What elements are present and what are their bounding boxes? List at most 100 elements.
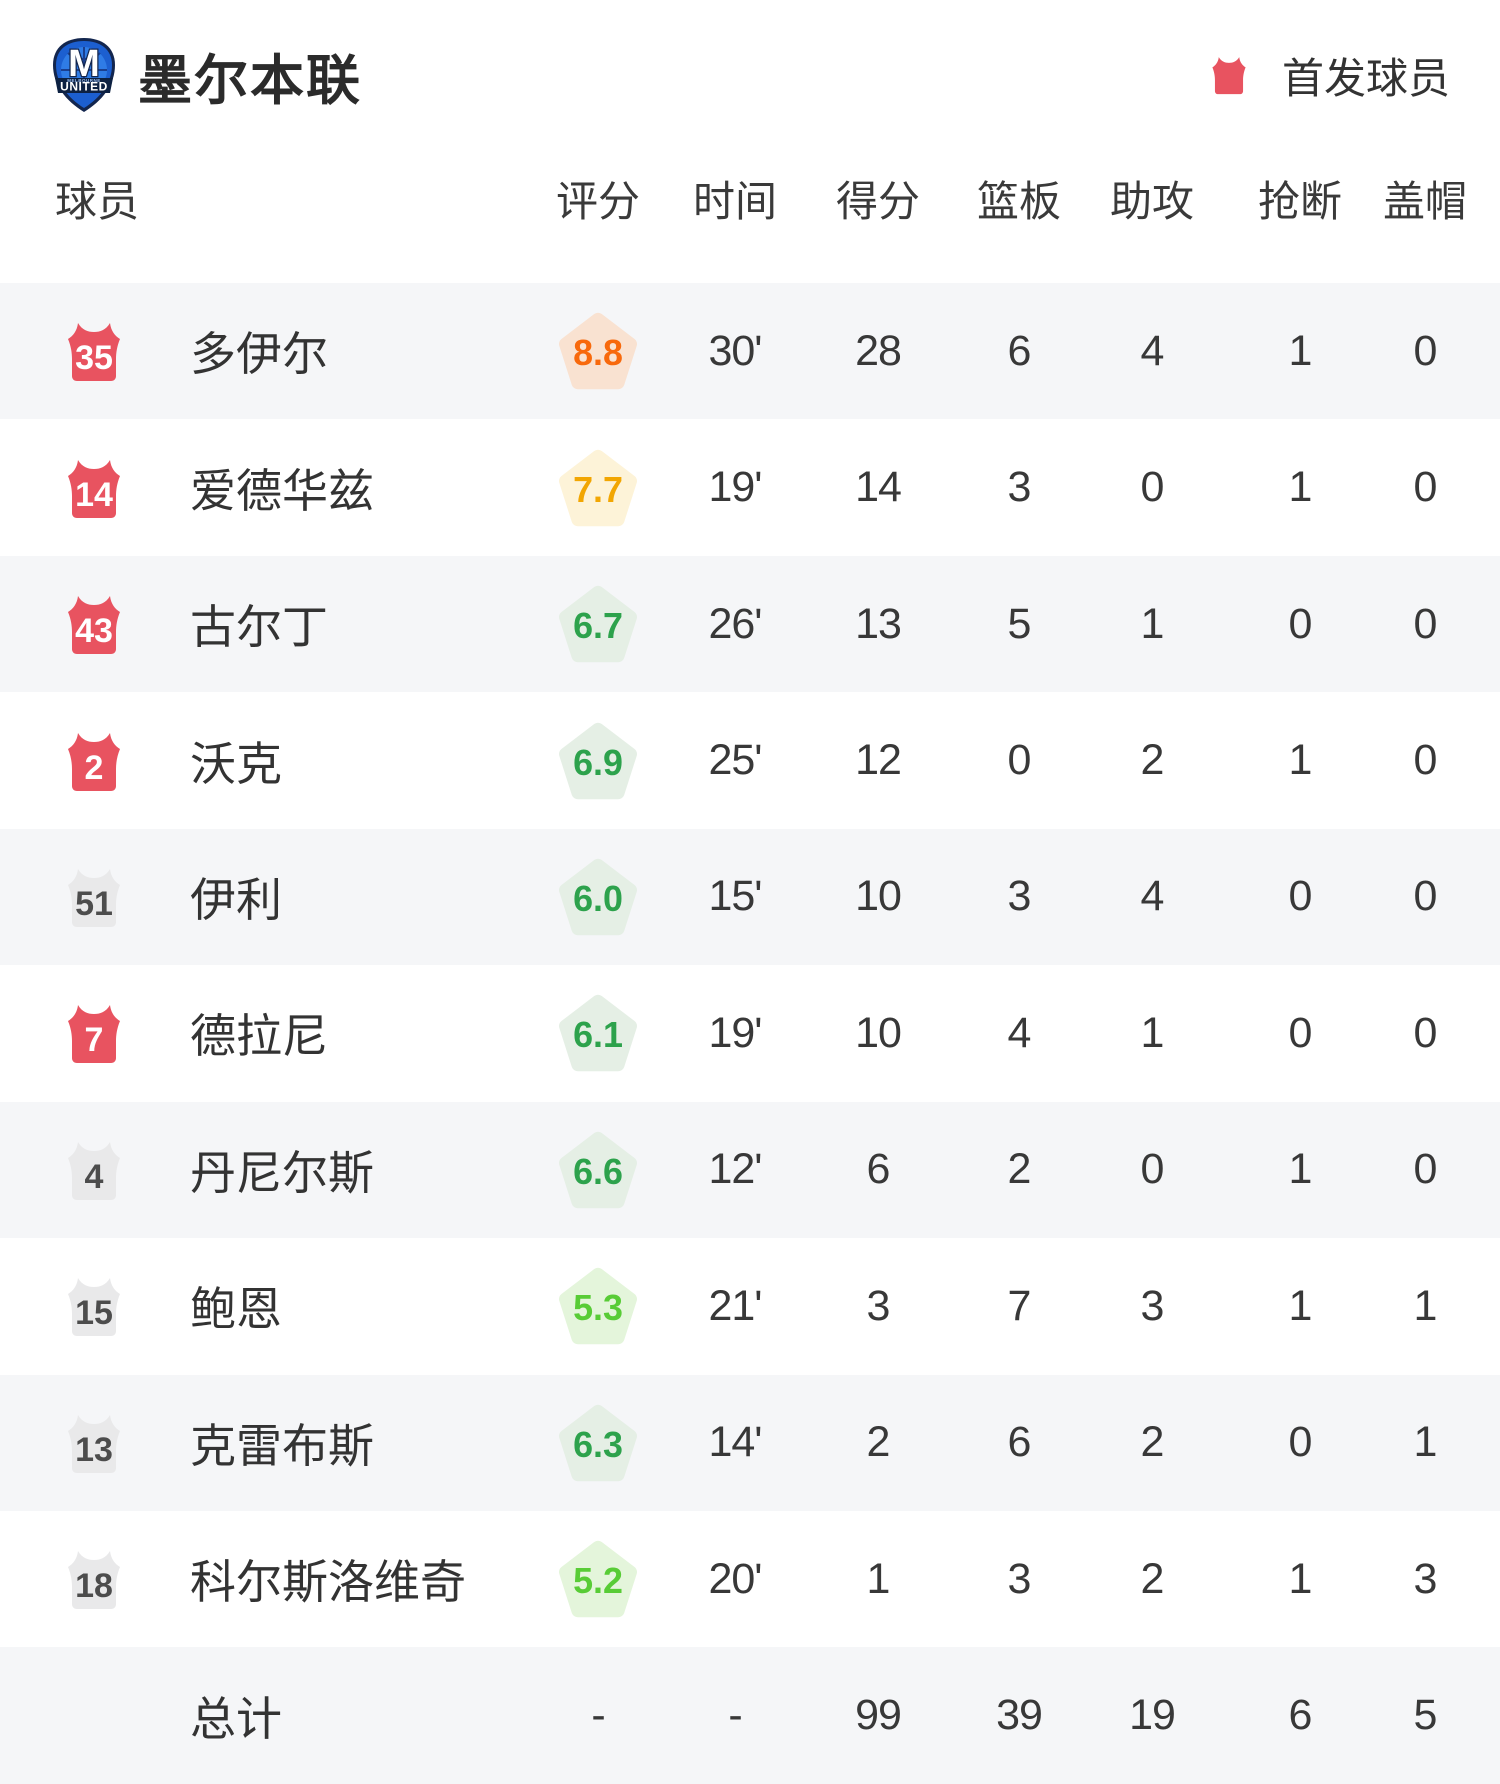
player-name: 德拉尼 <box>190 1010 328 1063</box>
jersey-number: 18 <box>75 1567 113 1606</box>
svg-text:6.0: 6.0 <box>573 879 623 919</box>
table-row[interactable]: 13 克雷布斯 6.3 14' 2 6 2 0 1 <box>0 1374 1500 1511</box>
stat-time: 12' <box>708 1145 762 1194</box>
player-name: 克雷布斯 <box>190 1419 374 1472</box>
stat-assists: 0 <box>1140 1145 1165 1194</box>
table-row[interactable]: 51 伊利 6.0 15' 10 3 4 0 0 <box>0 828 1500 966</box>
table-row[interactable]: 15 鲍恩 5.3 21' 3 7 3 1 1 <box>0 1238 1500 1374</box>
stat-points: 3 <box>866 1281 891 1330</box>
stat-time: 19' <box>708 1008 762 1057</box>
stat-assists: 2 <box>1140 1554 1165 1603</box>
stat-blocks: 0 <box>1413 872 1438 921</box>
stat-rebounds: 0 <box>1007 736 1032 785</box>
stat-assists: 0 <box>1140 463 1165 512</box>
jersey-icon: 14 <box>58 452 130 524</box>
team-name: 墨尔本联 <box>138 50 362 111</box>
player-name: 科尔斯洛维奇 <box>190 1556 466 1609</box>
stat-rebounds: 4 <box>1007 1008 1032 1057</box>
stat-blocks: 3 <box>1413 1554 1438 1603</box>
totals-label: 总计 <box>190 1692 282 1745</box>
stat-points: 2 <box>866 1418 891 1467</box>
stat-time: 20' <box>708 1554 762 1603</box>
rating-badge: 5.2 <box>558 1540 638 1618</box>
stat-steals: 0 <box>1288 1418 1313 1467</box>
table-row[interactable]: 4 丹尼尔斯 6.6 12' 6 2 0 1 0 <box>0 1101 1500 1239</box>
stat-assists: 4 <box>1140 326 1165 375</box>
svg-text:5.3: 5.3 <box>573 1288 623 1328</box>
stat-points: 14 <box>855 463 902 512</box>
svg-text:7.7: 7.7 <box>573 470 623 510</box>
logo-wordmark: UNITED <box>60 80 108 94</box>
svg-text:6.1: 6.1 <box>573 1015 623 1055</box>
column-rating: 评分 <box>555 178 640 225</box>
column-steals: 抢断 <box>1257 178 1342 225</box>
jersey-number: 51 <box>75 884 113 923</box>
total-assists: 19 <box>1129 1691 1176 1740</box>
column-points: 得分 <box>835 178 920 225</box>
stat-assists: 2 <box>1140 736 1165 785</box>
team-header: M MELBOURNE UNITED 墨尔本联 首发球员 <box>0 0 1500 150</box>
stat-time: 30' <box>708 326 762 375</box>
logo-city: MELBOURNE <box>67 78 101 83</box>
svg-text:6.7: 6.7 <box>573 606 623 646</box>
stat-rebounds: 3 <box>1007 463 1032 512</box>
jersey-number: 15 <box>75 1294 113 1333</box>
stat-blocks: 0 <box>1413 1008 1438 1057</box>
player-name: 古尔丁 <box>190 601 328 654</box>
stat-assists: 4 <box>1140 872 1165 921</box>
svg-text:6.9: 6.9 <box>573 743 623 783</box>
total-time: - <box>728 1691 742 1740</box>
stat-rebounds: 3 <box>1007 872 1032 921</box>
jersey-number: 43 <box>75 612 113 651</box>
svg-text:5.2: 5.2 <box>573 1561 623 1601</box>
table-row[interactable]: 18 科尔斯洛维奇 5.2 20' 1 3 2 1 3 <box>0 1511 1500 1647</box>
player-table: 35 多伊尔 8.8 30' 28 6 4 1 0 14 爱德华兹 7.7 19… <box>0 283 1500 1784</box>
player-name: 沃克 <box>190 737 282 790</box>
stat-blocks: 0 <box>1413 463 1438 512</box>
jersey-number: 4 <box>84 1157 104 1196</box>
jersey-icon: 43 <box>58 588 130 660</box>
total-points: 99 <box>855 1691 902 1740</box>
rating-badge: 6.1 <box>558 994 638 1072</box>
column-blocks: 盖帽 <box>1382 178 1467 225</box>
table-row[interactable]: 7 德拉尼 6.1 19' 10 4 1 0 0 <box>0 965 1500 1101</box>
table-row[interactable]: 35 多伊尔 8.8 30' 28 6 4 1 0 <box>0 283 1500 420</box>
stat-rebounds: 5 <box>1007 599 1032 648</box>
table-row[interactable]: 43 古尔丁 6.7 26' 13 5 1 0 0 <box>0 555 1500 693</box>
svg-text:8.8: 8.8 <box>573 333 623 373</box>
player-name: 多伊尔 <box>190 328 328 381</box>
table-row[interactable]: 2 沃克 6.9 25' 12 0 2 1 0 <box>0 692 1500 828</box>
jersey-icon: 18 <box>58 1543 130 1615</box>
stat-points: 10 <box>855 872 902 921</box>
stat-points: 28 <box>855 326 902 375</box>
stat-rebounds: 7 <box>1007 1281 1032 1330</box>
stat-time: 25' <box>708 736 762 785</box>
stat-steals: 0 <box>1288 872 1313 921</box>
column-time: 时间 <box>692 178 777 225</box>
stat-rebounds: 6 <box>1007 326 1032 375</box>
jersey-number: 2 <box>84 748 104 787</box>
svg-text:6.6: 6.6 <box>573 1152 623 1192</box>
stat-steals: 1 <box>1288 463 1313 512</box>
jersey-icon: 13 <box>58 1407 130 1479</box>
total-rebounds: 39 <box>996 1691 1043 1740</box>
rating-badge: 6.3 <box>558 1404 638 1482</box>
jersey-number: 7 <box>84 1021 104 1060</box>
rating-badge: 6.0 <box>558 858 638 936</box>
rating-badge: 6.9 <box>558 722 638 800</box>
total-steals: 6 <box>1288 1691 1313 1740</box>
jersey-icon: 51 <box>58 861 130 933</box>
stat-rebounds: 6 <box>1007 1418 1032 1467</box>
stat-steals: 0 <box>1288 1008 1313 1057</box>
stat-time: 14' <box>708 1418 762 1467</box>
jersey-icon: 15 <box>58 1270 130 1342</box>
rating-badge: 7.7 <box>558 449 638 527</box>
stat-points: 12 <box>855 736 902 785</box>
table-row[interactable]: 14 爱德华兹 7.7 19' 14 3 0 1 0 <box>0 419 1500 555</box>
stat-blocks: 0 <box>1413 326 1438 375</box>
player-name: 爱德华兹 <box>190 464 374 517</box>
jersey-icon: 4 <box>58 1134 130 1206</box>
stat-rebounds: 3 <box>1007 1554 1032 1603</box>
column-rebounds: 篮板 <box>976 178 1061 225</box>
